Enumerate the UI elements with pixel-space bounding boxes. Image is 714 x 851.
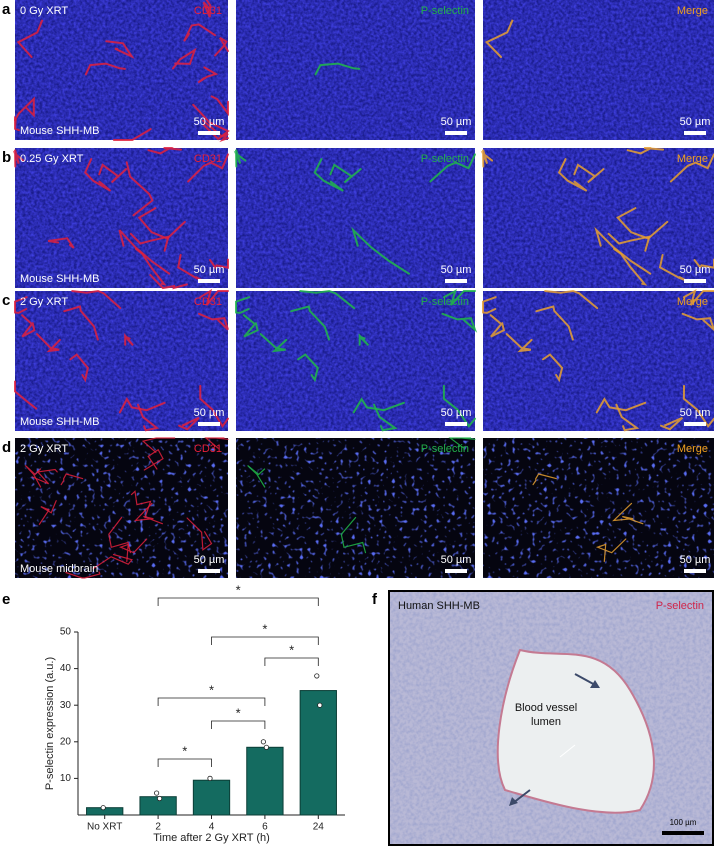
y-tick-label: 30: [60, 700, 72, 711]
significance-label: *: [236, 705, 241, 720]
scale-bar: [684, 422, 706, 426]
scale-label: 50 µm: [680, 407, 711, 419]
image-texture: [236, 438, 475, 578]
panel-label: d: [2, 439, 11, 456]
channel-label: CD31: [194, 5, 222, 17]
significance-label: *: [209, 682, 214, 697]
scale-label: 100 µm: [670, 818, 697, 827]
significance-label: *: [182, 743, 187, 758]
x-tick-label: No XRT: [87, 822, 122, 833]
y-tick-label: 40: [60, 663, 72, 674]
scale-bar: [684, 131, 706, 135]
significance-label: *: [236, 582, 241, 597]
channel-label: P-selectin: [421, 153, 469, 165]
scale-label: 50 µm: [441, 554, 472, 566]
scale-bar: [198, 131, 220, 135]
bar: [300, 691, 336, 815]
scale-label: 50 µm: [194, 264, 225, 276]
bar: [193, 780, 229, 815]
scale-bar: [198, 422, 220, 426]
scale-label: 50 µm: [680, 554, 711, 566]
significance-bracket: [265, 658, 318, 666]
data-point: [264, 745, 268, 749]
scale-bar: [445, 131, 467, 135]
significance-bracket: [158, 598, 318, 606]
scale-bar: [445, 422, 467, 426]
tissue-label: Mouse SHH-MB: [20, 416, 99, 428]
scale-bar: [684, 569, 706, 573]
image-texture: [236, 0, 475, 140]
significance-label: *: [262, 621, 267, 636]
scale-bar: [445, 279, 467, 283]
tissue-label: Mouse midbrain: [20, 563, 98, 575]
channel-label: P-selectin: [421, 443, 469, 455]
panel-label: b: [2, 149, 11, 166]
histology-panel: f Human SHH-MB P-selectin Blood vessel l…: [372, 591, 713, 845]
scale-label: 50 µm: [441, 407, 472, 419]
scale-label: 50 µm: [441, 264, 472, 276]
y-tick-label: 50: [60, 627, 72, 638]
significance-label: *: [289, 642, 294, 657]
scale-label: 50 µm: [441, 116, 472, 128]
data-point: [208, 776, 212, 780]
tissue-label: Mouse SHH-MB: [20, 273, 99, 285]
microscopy-rows: a CD31 50 µm P-selectin 50 µm Merge 50 µm 0 Gy …: [2, 0, 714, 578]
channel-label: Merge: [677, 153, 708, 165]
panel-label: e: [2, 591, 10, 608]
data-point: [157, 796, 161, 800]
panel-label: f: [372, 591, 378, 608]
scale-bar: [198, 279, 220, 283]
scale-label: 50 µm: [194, 554, 225, 566]
significance-bracket: [158, 759, 211, 767]
x-axis-label: Time after 2 Gy XRT (h): [153, 832, 270, 844]
y-axis-label: P-selectin expression (a.u.): [44, 657, 56, 790]
tissue-label: Human SHH-MB: [398, 600, 480, 612]
image-texture: [236, 148, 475, 288]
significance-bracket: [158, 698, 265, 706]
data-point: [315, 674, 319, 678]
channel-label: P-selectin: [421, 296, 469, 308]
bar: [247, 747, 283, 815]
condition-label: 2 Gy XRT: [20, 296, 68, 308]
scale-bar: [198, 569, 220, 573]
scale-label: 50 µm: [680, 264, 711, 276]
panel-label: c: [2, 292, 10, 309]
data-point: [154, 791, 158, 795]
channel-label: Merge: [677, 296, 708, 308]
channel-label: CD31: [194, 153, 222, 165]
lumen-label: lumen: [531, 716, 561, 728]
scale-bar: [684, 279, 706, 283]
scale-label: 50 µm: [194, 407, 225, 419]
significance-bracket: [212, 721, 265, 729]
y-tick-label: 20: [60, 736, 72, 747]
lumen-label: Blood vessel: [515, 702, 577, 714]
channel-label: P-selectin: [421, 5, 469, 17]
scale-bar: [445, 569, 467, 573]
channel-label: Merge: [677, 5, 708, 17]
x-tick-label: 24: [313, 822, 325, 833]
significance-bracket: [212, 637, 319, 645]
y-tick-label: 10: [60, 773, 72, 784]
channel-label: Merge: [677, 443, 708, 455]
scale-bar: [662, 831, 704, 835]
data-point: [101, 805, 105, 809]
channel-label: CD31: [194, 296, 222, 308]
channel-label: CD31: [194, 443, 222, 455]
panel-label: a: [2, 1, 11, 18]
scale-label: 50 µm: [194, 116, 225, 128]
data-point: [261, 740, 265, 744]
tissue-label: Mouse SHH-MB: [20, 125, 99, 137]
data-point: [318, 703, 322, 707]
condition-label: 2 Gy XRT: [20, 443, 68, 455]
stain-label: P-selectin: [656, 600, 704, 612]
condition-label: 0 Gy XRT: [20, 5, 68, 17]
condition-label: 0.25 Gy XRT: [20, 153, 84, 165]
scale-label: 50 µm: [680, 116, 711, 128]
